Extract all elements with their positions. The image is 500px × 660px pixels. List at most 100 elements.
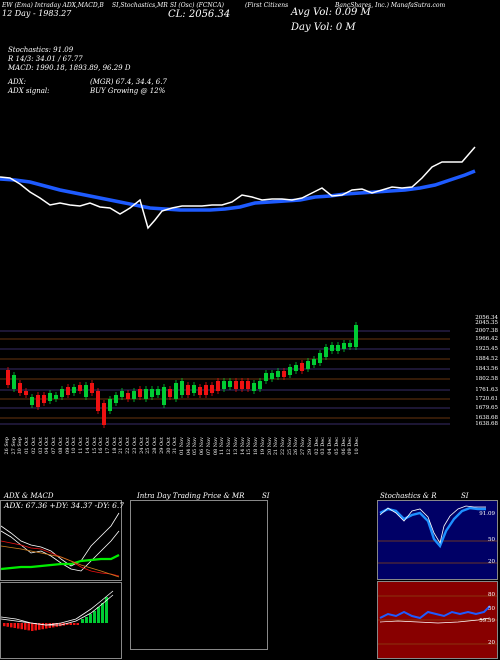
- candle-body: [282, 371, 286, 377]
- macd-bar-negative: [45, 623, 48, 629]
- r-value: R 14/3: 34.01 / 67.77: [8, 55, 83, 63]
- macd-bar-negative: [31, 623, 34, 631]
- ema-chart: [0, 146, 476, 230]
- candle-body: [36, 395, 40, 407]
- price-axis-label: 1638.68: [475, 421, 498, 427]
- date-label: 03 Dec: [320, 437, 327, 455]
- macd-bar-positive: [105, 597, 108, 623]
- date-label: 02 Oct: [30, 437, 37, 454]
- date-label: 11 Oct: [78, 437, 85, 454]
- rsi-axis-50: 50: [488, 606, 495, 612]
- candle-body: [318, 353, 322, 363]
- candle-body: [222, 381, 226, 389]
- macd-bar-positive: [101, 603, 104, 623]
- macd-bar-negative: [38, 623, 41, 630]
- candle-body: [294, 365, 298, 371]
- candle-body: [168, 389, 172, 397]
- macd-bar-negative: [24, 623, 27, 630]
- date-label: 05 Nov: [192, 437, 199, 456]
- date-label: 10 Oct: [71, 437, 78, 454]
- adx-label: ADX:: [8, 78, 27, 86]
- macd-bar-negative: [73, 623, 76, 625]
- date-label: 13 Nov: [232, 437, 239, 456]
- candle-body: [336, 345, 340, 351]
- stochastics-value: Stochastics: 91.09: [8, 46, 74, 54]
- candle-body: [174, 383, 178, 399]
- candle-body: [144, 389, 148, 399]
- date-label: 29 Nov: [306, 437, 313, 456]
- date-label: 15 Nov: [246, 437, 253, 456]
- date-label: 07 Oct: [51, 437, 58, 454]
- rsi-axis-20: 20: [488, 640, 495, 646]
- adx-panel: ADX: 67.36 +DY: 34.37 -DY: 6.7: [0, 500, 124, 581]
- candle-body: [54, 395, 58, 399]
- header-title-3: SI (Osc) (FCNCA): [170, 2, 224, 9]
- macd-panel: [0, 582, 122, 659]
- date-label: 02 Dec: [313, 437, 320, 455]
- intraday-title: Intra Day Trading Price & MR: [137, 492, 245, 500]
- adx-panel-title: ADX & MACD: [4, 492, 54, 500]
- rsi-lines: [378, 595, 497, 645]
- candle-body: [18, 383, 22, 393]
- date-label: 11 Nov: [219, 437, 226, 456]
- candle-body: [348, 343, 352, 347]
- candle-body: [126, 393, 130, 399]
- candle-body: [78, 385, 82, 391]
- date-label: 18 Nov: [253, 437, 260, 456]
- macd-bar-negative: [20, 623, 23, 630]
- candle-body: [288, 367, 292, 375]
- avg-volume: Avg Vol: 0.09 M: [291, 7, 371, 18]
- candle-body: [30, 397, 34, 405]
- price-axis: 2056.34 2045.35 2007.38 1966.42 1925.45 1884.…: [450, 315, 500, 433]
- candle-body: [60, 389, 64, 397]
- date-label: 31 Oct: [172, 437, 179, 454]
- candle-body: [252, 383, 256, 391]
- date-label: 04 Dec: [327, 437, 334, 455]
- price-axis-label: 2007.38: [475, 328, 498, 334]
- date-label: 09 Oct: [64, 437, 71, 454]
- date-label: 17 Oct: [104, 437, 111, 454]
- date-label: 26 Nov: [293, 437, 300, 456]
- date-label: 08 Nov: [212, 437, 219, 456]
- macd-bar-positive: [81, 619, 84, 623]
- candle-body: [354, 325, 358, 347]
- price-axis-label: 1925.45: [475, 346, 498, 352]
- ema-blue-line: [0, 169, 476, 212]
- candlestick-chart: [0, 322, 450, 428]
- ema-white-line: [0, 146, 476, 230]
- date-label: 28 Oct: [152, 437, 159, 454]
- candle-body: [342, 343, 346, 349]
- macd-bar-negative: [66, 623, 69, 625]
- macd-bar-negative: [10, 623, 13, 628]
- date-label: 25 Oct: [145, 437, 152, 454]
- candle-body: [102, 403, 106, 425]
- candle-body: [114, 395, 118, 403]
- candle-body: [186, 385, 190, 395]
- date-label: 20 Nov: [266, 437, 273, 456]
- macd-bar-negative: [34, 623, 37, 631]
- date-label: 30 Sep: [17, 437, 24, 455]
- macd-bar-negative: [48, 623, 51, 628]
- price-axis-label: 1638.68: [475, 415, 498, 421]
- date-label: 04 Nov: [185, 437, 192, 456]
- date-label: 14 Oct: [84, 437, 91, 454]
- stoch-axis-low: 20: [488, 559, 495, 565]
- date-label: 27 Sep: [10, 437, 17, 455]
- date-label: 01 Oct: [24, 437, 31, 454]
- day-volume: Day Vol: 0 M: [291, 22, 356, 33]
- macd-bar-positive: [93, 611, 96, 623]
- candle-body: [228, 381, 232, 387]
- macd-histogram: [1, 590, 114, 631]
- macd-bar-negative: [69, 623, 72, 625]
- macd-bar-negative: [13, 623, 16, 628]
- candle-body: [324, 347, 328, 357]
- candle-body: [210, 385, 214, 393]
- candle-body: [276, 371, 280, 377]
- rsi-axis-current: 59.59: [479, 618, 495, 624]
- candle-body: [12, 375, 16, 389]
- adx-signal-label: ADX signal:: [8, 87, 50, 95]
- header-title-1: EW (Ema) Intraday ADX,MACD,B: [2, 2, 104, 9]
- stochastics-lines: [378, 505, 497, 564]
- date-label: 26 Sep: [4, 437, 10, 455]
- macd-value: MACD: 1990.18, 1893.89, 96.29 D: [8, 64, 131, 72]
